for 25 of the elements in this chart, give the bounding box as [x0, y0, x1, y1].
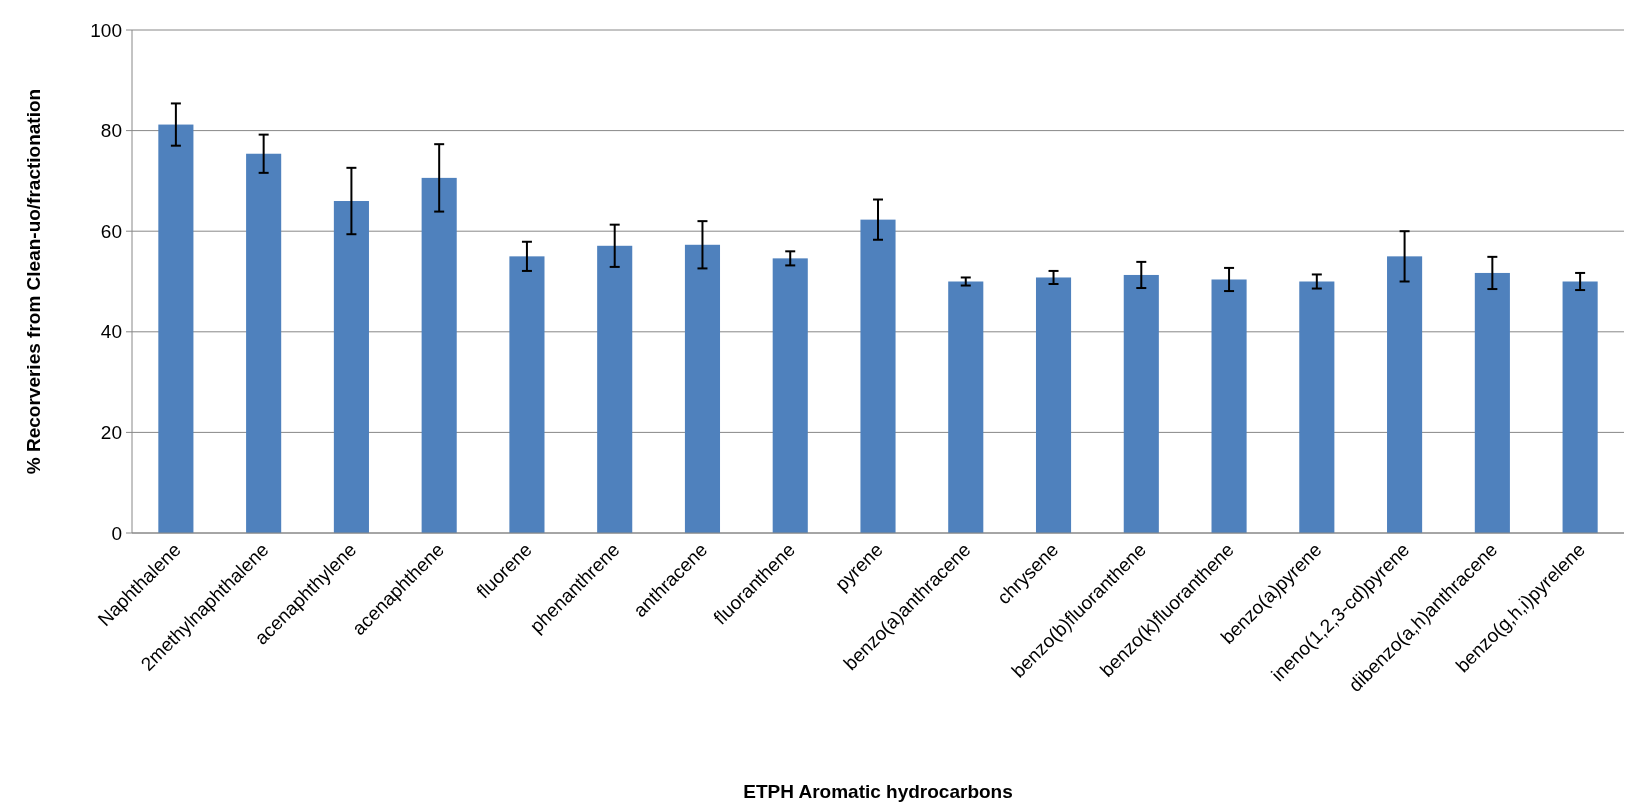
bar: [1387, 256, 1423, 533]
y-tick-label: 20: [100, 422, 122, 444]
bar: [246, 153, 282, 533]
bar: [509, 256, 545, 533]
bar: [1474, 272, 1510, 533]
bar: [421, 177, 457, 533]
y-tick-label: 40: [100, 321, 122, 343]
bar: [948, 281, 984, 533]
bar: [597, 245, 633, 533]
y-tick-label: 100: [90, 19, 122, 41]
y-tick-label: 0: [111, 522, 122, 544]
bar: [158, 124, 194, 533]
bar: [1211, 279, 1247, 533]
bar: [1299, 281, 1335, 533]
bar: [1562, 281, 1598, 533]
bar: [1035, 277, 1072, 533]
bar: [684, 244, 721, 533]
y-axis-title: % Recorveries from Clean-uo/fractionation: [23, 88, 44, 475]
x-axis-title: ETPH Aromatic hydrocarbons: [743, 781, 1013, 802]
y-tick-label: 80: [100, 120, 122, 142]
bar: [333, 201, 369, 533]
bar: [860, 219, 896, 533]
bar: [1123, 274, 1159, 533]
bar: [772, 258, 808, 533]
y-tick-label: 60: [100, 220, 122, 242]
